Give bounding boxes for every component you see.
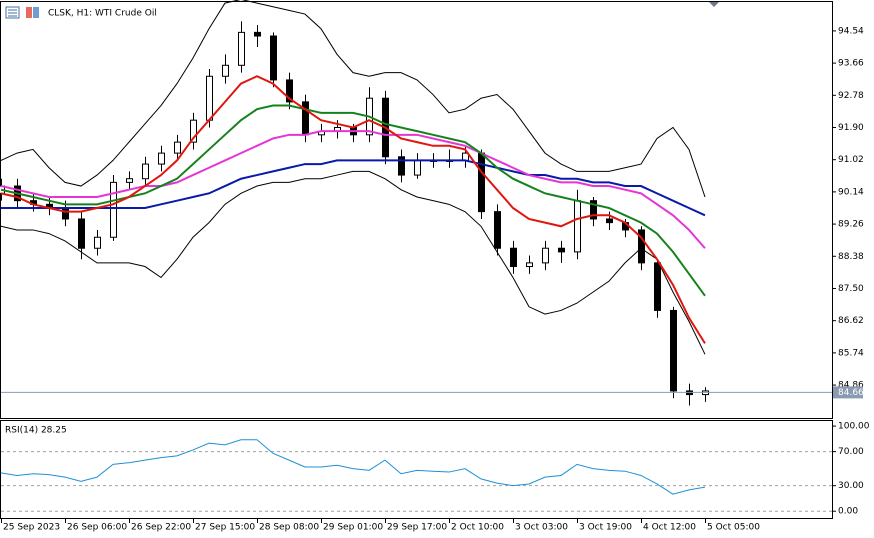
x-tick-label: 26 Sep 06:00 (67, 523, 127, 533)
candle-body (190, 119, 197, 143)
scroll-marker (709, 2, 719, 7)
candle-body (398, 156, 405, 176)
candle-body (574, 200, 581, 253)
indicator-line (0, 130, 706, 249)
candle-body (654, 262, 661, 311)
x-tick-label: 3 Oct 03:00 (515, 523, 568, 533)
y-tick-label: 91.02 (838, 155, 864, 165)
y-tick-label: 89.26 (838, 220, 864, 230)
x-tick-label: 5 Oct 05:00 (707, 523, 760, 533)
candle-body (142, 163, 149, 180)
price-pane (0, 1, 833, 419)
y-tick-label: 100.00 (838, 422, 870, 432)
candle-body (558, 247, 565, 253)
x-tick-label: 25 Sep 2023 (3, 523, 60, 533)
x-tick-label: 29 Sep 01:00 (323, 523, 383, 533)
y-tick-label: 94.54 (838, 26, 864, 36)
candle-body (62, 207, 69, 220)
candle-body (110, 181, 117, 238)
x-tick-label: 28 Sep 08:00 (259, 523, 319, 533)
candle-body (270, 35, 277, 81)
candle-body (206, 75, 213, 121)
candle-body (174, 141, 181, 154)
candle-body (254, 31, 261, 37)
candle-body (158, 152, 165, 165)
x-tick-label: 27 Sep 15:00 (195, 523, 255, 533)
y-tick-label: 91.90 (838, 123, 864, 133)
candle-body (78, 218, 85, 249)
chart-title: CLSK, H1: WTI Crude Oil (48, 9, 157, 19)
candle-body (526, 262, 533, 268)
x-tick-label: 2 Oct 10:00 (451, 523, 504, 533)
last-price-tag (833, 386, 863, 399)
candle-body (670, 309, 677, 392)
indicator-line (0, 0, 706, 198)
y-tick-label: 88.38 (838, 252, 864, 262)
indicator-line (0, 104, 706, 297)
candle-body (606, 218, 613, 224)
x-tick-label: 3 Oct 19:00 (579, 523, 632, 533)
y-tick-label: 92.78 (838, 91, 864, 101)
y-tick-label: 90.14 (838, 187, 864, 197)
candle-body (478, 152, 485, 213)
candle-body (126, 178, 133, 183)
y-tick-label: 85.74 (838, 348, 864, 358)
x-tick-label: 29 Sep 17:00 (387, 523, 447, 533)
rsi-line (0, 439, 706, 495)
indicator-line (1, 159, 706, 217)
candle-body (494, 211, 501, 249)
header-icons (5, 6, 39, 19)
y-tick-label: 87.50 (838, 284, 864, 294)
candle-body (222, 64, 229, 77)
indicator-line (0, 170, 706, 355)
candle-body (94, 236, 101, 249)
candle-body (542, 247, 549, 264)
indicator-line (0, 75, 706, 344)
x-tick-label: 4 Oct 12:00 (643, 523, 696, 533)
candle-body (638, 229, 645, 264)
y-tick-label: 70.00 (838, 447, 864, 457)
candle-body (238, 31, 245, 66)
candle-body (590, 200, 597, 220)
y-tick-label: 0.00 (838, 507, 858, 517)
candle-body (414, 159, 421, 176)
candle-body (510, 247, 517, 268)
candle-body (302, 101, 309, 136)
y-tick-label: 84.86 (838, 381, 864, 391)
y-tick-label: 93.66 (838, 59, 864, 69)
last-price-label: 84.66 (838, 388, 864, 398)
rsi-title: RSI(14) 28.25 (5, 426, 67, 436)
x-tick-label: 26 Sep 22:00 (131, 523, 191, 533)
y-tick-label: 30.00 (838, 481, 864, 491)
candle-body (286, 79, 293, 103)
rsi-pane (0, 420, 833, 519)
y-tick-label: 86.62 (838, 316, 864, 326)
